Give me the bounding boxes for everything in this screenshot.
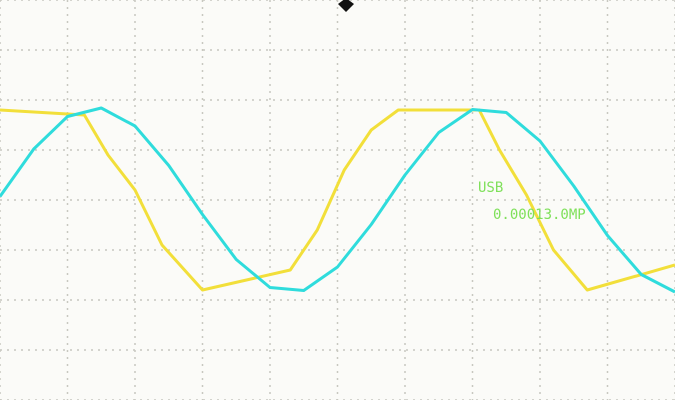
scope-screen: USB 0.00013.0MP xyxy=(0,0,675,400)
annotation: USB xyxy=(478,180,503,196)
annotation: 0.00013.0MP xyxy=(493,207,586,223)
